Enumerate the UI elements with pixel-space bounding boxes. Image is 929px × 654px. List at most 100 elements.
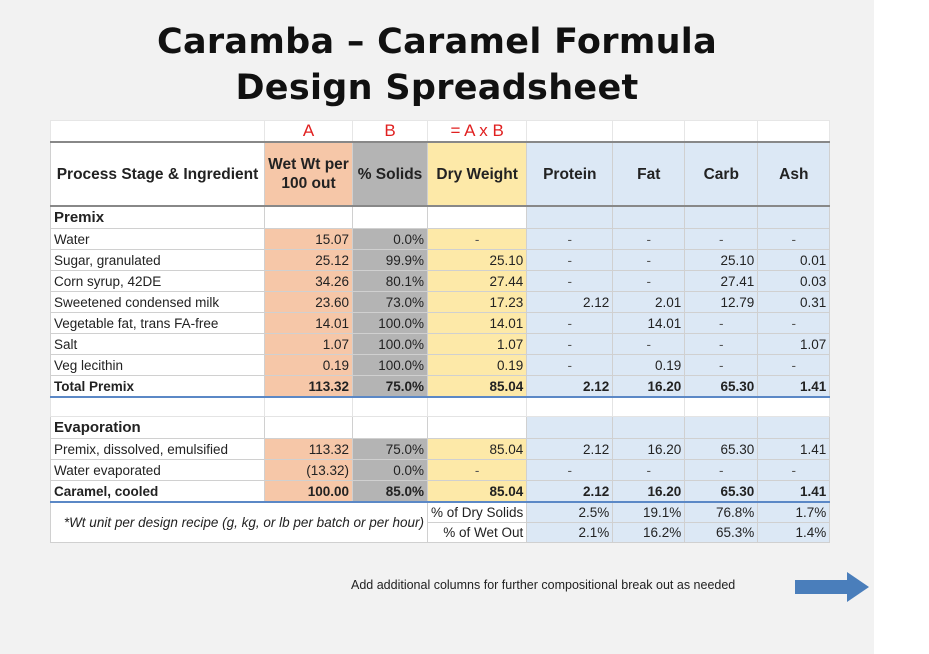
table-row: Veg lecithin 0.19 100.0% 0.19-0.19- - bbox=[50, 354, 831, 376]
column-letter-row: A B = A x B bbox=[50, 120, 831, 143]
cell-carb: - bbox=[684, 312, 759, 334]
cell-dry: 17.23 bbox=[426, 291, 528, 313]
cell-dry: 85.04 bbox=[426, 480, 528, 503]
cell-protein: - bbox=[526, 354, 614, 376]
dry-solids-label: % of Dry Solids bbox=[426, 501, 528, 523]
cell-solids: 75.0% bbox=[352, 438, 428, 460]
cell-carb: - bbox=[684, 228, 759, 250]
table-row: Vegetable fat, trans FA-free 14.01 100.0% 1… bbox=[50, 312, 831, 334]
spacer-row bbox=[50, 396, 831, 417]
ingredient-name: Water bbox=[50, 228, 265, 250]
cell-ash: 1.41 bbox=[757, 375, 831, 398]
cell-protein: - bbox=[526, 249, 614, 271]
arrow-right-icon bbox=[795, 572, 869, 602]
cell-carb: 12.79 bbox=[684, 291, 759, 313]
cell-fat: - bbox=[612, 249, 686, 271]
cell-protein: 2.12 bbox=[526, 438, 614, 460]
cell-dry: 1.07 bbox=[426, 333, 528, 355]
cell-wet: 100.00 bbox=[264, 480, 353, 503]
header-wet-wt: Wet Wt per 100 out bbox=[264, 141, 353, 207]
title-line-1: Caramba – Caramel Formula bbox=[156, 22, 718, 62]
cell-wet: 14.01 bbox=[264, 312, 353, 334]
cell-wet: 15.07 bbox=[264, 228, 353, 250]
total-premix-row: Total Premix 113.32 75.0% 85.04 2.12 16.20 65.… bbox=[50, 375, 831, 398]
footer-wet-out-row: % of Wet Out 2.1% 16.2% 65.3% 1.4% bbox=[51, 522, 831, 543]
cell-fat: - bbox=[612, 333, 686, 355]
cell-wet: 23.60 bbox=[264, 291, 353, 313]
cell-ash: 1.41 bbox=[757, 480, 831, 503]
cell-ash: - bbox=[757, 228, 831, 250]
cell-carb: 65.30 bbox=[684, 438, 759, 460]
ingredient-name: Salt bbox=[50, 333, 265, 355]
table-row: Sweetened condensed milk 23.60 73.0% 17.23 2… bbox=[50, 291, 831, 313]
add-columns-note: Add additional columns for further compo… bbox=[351, 578, 736, 592]
cell-ash: 1.41 bbox=[757, 438, 831, 460]
table-row: Corn syrup, 42DE 34.26 80.1% 27.44- -27.41 0.… bbox=[50, 270, 831, 292]
header-row: Process Stage & Ingredient Wet Wt per 10… bbox=[50, 141, 831, 207]
wet-pct-ash: 1.4% bbox=[757, 522, 831, 543]
cell-fat: - bbox=[612, 459, 686, 481]
cell-solids: 85.0% bbox=[352, 480, 428, 503]
cell-dry: - bbox=[426, 459, 528, 481]
cell-protein: - bbox=[526, 228, 614, 250]
section-premix: Premix bbox=[50, 205, 831, 229]
header-dry-weight: Dry Weight bbox=[426, 141, 528, 207]
cell-protein: - bbox=[526, 333, 614, 355]
column-letter-b: B bbox=[352, 120, 428, 143]
cell-wet: 113.32 bbox=[264, 375, 353, 398]
cell-solids: 80.1% bbox=[352, 270, 428, 292]
table-row: Water evaporated (13.32) 0.0% - - - - - bbox=[50, 459, 831, 481]
cell-dry: 0.19 bbox=[426, 354, 528, 376]
table-row: Salt 1.07 100.0% 1.07- - -1.07 bbox=[50, 333, 831, 355]
cell-ash: 0.01 bbox=[757, 249, 831, 271]
formula-table: A B = A x B Process Stage & Ingredient W… bbox=[50, 120, 831, 543]
footnote-text: *Wt unit per design recipe (g, kg, or lb… bbox=[50, 501, 428, 543]
cell-solids: 100.0% bbox=[352, 333, 428, 355]
cell-solids: 99.9% bbox=[352, 249, 428, 271]
cell-dry: 25.10 bbox=[426, 249, 528, 271]
ingredient-name: Vegetable fat, trans FA-free bbox=[50, 312, 265, 334]
cell-wet: 25.12 bbox=[264, 249, 353, 271]
cell-carb: - bbox=[684, 333, 759, 355]
column-letter-a: A bbox=[264, 120, 353, 143]
cell-solids: 75.0% bbox=[352, 375, 428, 398]
table-row: Water 15.07 0.0% - - - - - bbox=[50, 228, 831, 250]
cell-protein: 2.12 bbox=[526, 291, 614, 313]
ingredient-name: Water evaporated bbox=[50, 459, 265, 481]
dry-pct-carb: 76.8% bbox=[684, 501, 759, 523]
cell-fat: - bbox=[612, 270, 686, 292]
ingredient-name: Veg lecithin bbox=[50, 354, 265, 376]
footer-dry-solids-row: *Wt unit per design recipe (g, kg, or lb… bbox=[50, 501, 831, 543]
cell-fat: 2.01 bbox=[612, 291, 686, 313]
header-carb: Carb bbox=[684, 141, 759, 207]
table-row: Sugar, granulated 25.12 99.9% 25.10- -25.10 0… bbox=[50, 249, 831, 271]
cell-dry: 27.44 bbox=[426, 270, 528, 292]
cell-carb: 65.30 bbox=[684, 375, 759, 398]
cell-protein: 2.12 bbox=[526, 480, 614, 503]
cell-protein: - bbox=[526, 312, 614, 334]
header-solids: % Solids bbox=[352, 141, 428, 207]
cell-ash: - bbox=[757, 459, 831, 481]
wet-pct-carb: 65.3% bbox=[684, 522, 759, 543]
cell-ash: - bbox=[757, 354, 831, 376]
header-fat: Fat bbox=[612, 141, 686, 207]
cell-dry: 85.04 bbox=[426, 375, 528, 398]
section-label: Premix bbox=[50, 205, 265, 229]
cell-dry: 85.04 bbox=[426, 438, 528, 460]
cell-fat: - bbox=[612, 228, 686, 250]
cell-carb: - bbox=[684, 354, 759, 376]
cell-protein: 2.12 bbox=[526, 375, 614, 398]
ingredient-name: Premix, dissolved, emulsified bbox=[50, 438, 265, 460]
title-line-2: Design Spreadsheet bbox=[235, 68, 639, 108]
cell-wet: 113.32 bbox=[264, 438, 353, 460]
wet-pct-protein: 2.1% bbox=[526, 522, 614, 543]
cell-solids: 73.0% bbox=[352, 291, 428, 313]
cell-ash: - bbox=[757, 312, 831, 334]
section-label: Evaporation bbox=[50, 416, 265, 439]
cell-solids: 100.0% bbox=[352, 312, 428, 334]
cell-carb: - bbox=[684, 459, 759, 481]
dry-pct-protein: 2.5% bbox=[526, 501, 614, 523]
wet-pct-fat: 16.2% bbox=[612, 522, 686, 543]
cell-ash: 0.03 bbox=[757, 270, 831, 292]
cell-wet: 1.07 bbox=[264, 333, 353, 355]
